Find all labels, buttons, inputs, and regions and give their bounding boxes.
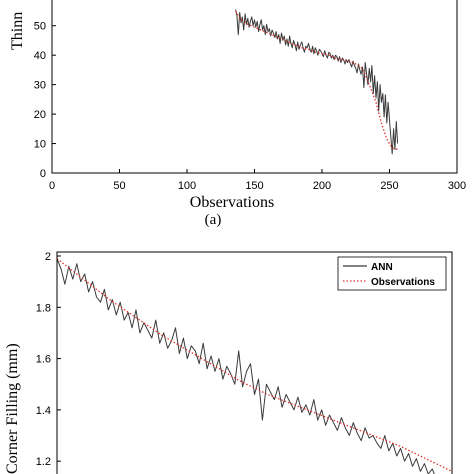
panel-b-series-ann-line <box>56 258 441 474</box>
panel-a-caption: (a) <box>205 212 222 228</box>
panel-b-y-tick-label: 1.4 <box>36 405 51 417</box>
panel-a-x-tick-label: 50 <box>113 180 125 192</box>
panel-a-x-ticks: 0 50 100 150 200 250 300 <box>49 169 466 192</box>
panel-a-series-ann-line <box>235 9 399 155</box>
legend: ANN Observations <box>337 256 447 291</box>
panel-a-y-axis-label: Thinn <box>9 12 26 50</box>
panel-b-series-observations-line <box>56 258 453 472</box>
panel-a-y-tick-label: 10 <box>34 139 46 151</box>
panel-a-plot-area <box>51 0 458 174</box>
legend-box <box>337 256 447 291</box>
panel-b-y-tick-label: 2 <box>45 251 51 263</box>
panel-b-plot-area <box>56 251 453 474</box>
panel-b-y-tick-label: 1.8 <box>36 302 51 314</box>
panel-a-y-tick-label: 0 <box>40 168 46 180</box>
legend-ann-label: ANN <box>371 262 393 273</box>
panel-a-x-tick-label: 200 <box>313 180 331 192</box>
panel-a-x-tick-label: 300 <box>448 180 466 192</box>
legend-observations-label: Observations <box>371 277 435 288</box>
panel-a-series-observations-line <box>235 10 398 151</box>
panel-b: 1.2 1.4 1.6 1.8 2 Corner Filling (mm) ANN Ob… <box>4 251 453 474</box>
panel-b-y-axis-label: Corner Filling (mm) <box>4 343 21 474</box>
panel-a-x-tick-label: 100 <box>178 180 196 192</box>
panel-b-y-ticks: 1.2 1.4 1.6 1.8 2 <box>36 251 61 468</box>
panel-a-y-tick-label: 30 <box>34 80 46 92</box>
panel-a-y-tick-label: 50 <box>34 21 46 33</box>
panel-a-x-tick-label: 150 <box>245 180 263 192</box>
panel-b-y-tick-label: 1.6 <box>36 354 51 366</box>
panel-a-y-ticks: 0 10 20 30 40 50 <box>34 21 56 180</box>
panel-a-x-tick-label: 250 <box>380 180 398 192</box>
panel-b-y-tick-label: 1.2 <box>36 456 51 468</box>
panel-a-series <box>235 9 399 155</box>
panel-a-x-axis-label: Observations <box>190 194 274 211</box>
panel-a: 0 50 100 150 200 250 300 0 10 20 30 40 50 Thinn Obs… <box>9 0 466 228</box>
panel-b-series <box>56 258 453 474</box>
panel-a-y-tick-label: 20 <box>34 109 46 121</box>
panel-a-x-tick-label: 0 <box>49 180 55 192</box>
panel-a-y-tick-label: 40 <box>34 50 46 62</box>
